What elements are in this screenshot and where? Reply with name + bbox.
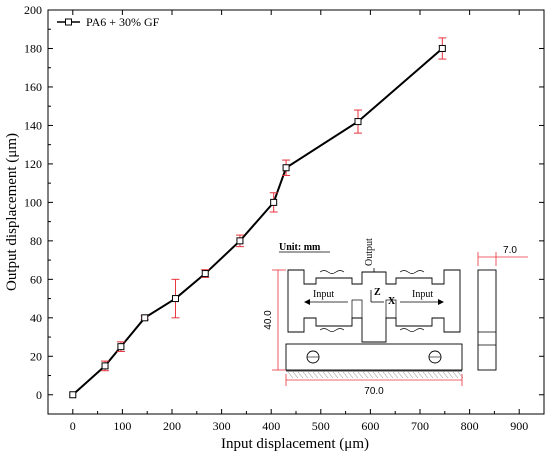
hatch-line xyxy=(407,371,414,379)
hatch-line xyxy=(327,371,334,379)
hatch-line xyxy=(372,371,379,379)
hatch-line xyxy=(347,371,354,379)
hatch-line xyxy=(402,371,409,379)
dimension-lines xyxy=(272,252,528,386)
y-tick-label: 200 xyxy=(24,3,42,17)
inset-drawing: Unit: mm Output Input Input xyxy=(263,238,528,397)
hatch-line xyxy=(377,371,384,379)
hatch-line xyxy=(317,371,324,379)
ground-hatching xyxy=(287,371,464,379)
x-tick-label: 300 xyxy=(213,419,231,433)
x-tick-label: 900 xyxy=(510,419,528,433)
dim-height-label: 40.0 xyxy=(263,310,274,330)
y-tick-label: 60 xyxy=(30,272,42,286)
hatch-line xyxy=(312,371,319,379)
hatch-line xyxy=(302,371,309,379)
y-tick-label: 160 xyxy=(24,80,42,94)
hatch-line xyxy=(447,371,454,379)
x-tick-label: 400 xyxy=(262,419,280,433)
hatch-line xyxy=(382,371,389,379)
data-point-marker xyxy=(141,314,149,322)
hatch-line xyxy=(367,371,374,379)
inset-input-right: Input xyxy=(412,289,433,300)
x-tick-label: 200 xyxy=(163,419,181,433)
x-axis-title: Input displacement (μm) xyxy=(221,436,369,452)
mechanism-hinges xyxy=(319,270,425,332)
y-tick-label: 120 xyxy=(24,157,42,171)
hatch-line xyxy=(362,371,369,379)
data-point-marker xyxy=(201,270,209,278)
data-point-marker xyxy=(101,362,109,370)
hatch-line xyxy=(352,371,359,379)
x-tick-label: 800 xyxy=(461,419,479,433)
legend-label: PA6 + 30% GF xyxy=(86,15,160,29)
hatch-line xyxy=(397,371,404,379)
y-tick-label: 0 xyxy=(36,388,42,402)
data-point-marker xyxy=(438,44,446,52)
y-tick-label: 180 xyxy=(24,41,42,55)
data-point-marker xyxy=(171,295,179,303)
tick-labels: 0 100 200 300 400 500 600 700 800 900 0 20 40 60 80 100… xyxy=(24,3,528,433)
legend: PA6 + 30% GF xyxy=(57,15,160,29)
x-tick-label: 100 xyxy=(113,419,131,433)
x-tick-label: 0 xyxy=(70,419,76,433)
hatch-line xyxy=(412,371,419,379)
hatch-line xyxy=(427,371,434,379)
dim-width-label: 70.0 xyxy=(364,386,384,397)
inset-unit-label: Unit: mm xyxy=(279,242,321,253)
data-point-marker xyxy=(117,343,125,351)
data-point-marker xyxy=(236,237,244,245)
hatch-line xyxy=(387,371,394,379)
hatch-line xyxy=(292,371,299,379)
y-tick-label: 80 xyxy=(30,234,42,248)
hatch-line xyxy=(307,371,314,379)
inset-input-left: Input xyxy=(313,289,334,300)
data-point-marker xyxy=(354,118,362,126)
input-right-arrowhead xyxy=(438,299,444,305)
input-left-arrowhead xyxy=(304,299,310,305)
y-tick-label: 140 xyxy=(24,118,42,132)
coord-x-label: X xyxy=(388,296,396,307)
hatch-line xyxy=(357,371,364,379)
hatch-line xyxy=(332,371,339,379)
data-point-marker xyxy=(282,164,290,172)
hatch-line xyxy=(452,371,459,379)
hatch-line xyxy=(422,371,429,379)
side-view xyxy=(477,269,497,371)
x-tick-label: 500 xyxy=(312,419,330,433)
hatch-line xyxy=(297,371,304,379)
y-axis-title: Output displacement (μm) xyxy=(4,133,20,291)
x-tick-label: 600 xyxy=(361,419,379,433)
hatch-line xyxy=(437,371,444,379)
inset-output-label: Output xyxy=(364,238,375,266)
hatch-line xyxy=(337,371,344,379)
dim-thickness-label: 7.0 xyxy=(503,245,517,256)
y-tick-label: 20 xyxy=(30,349,42,363)
hatch-line xyxy=(432,371,439,379)
hatch-line xyxy=(322,371,329,379)
data-point-marker xyxy=(270,198,278,206)
legend-marker xyxy=(65,18,72,26)
coord-z-label: Z xyxy=(374,287,381,298)
hatch-line xyxy=(417,371,424,379)
hatch-line xyxy=(392,371,399,379)
hatch-line xyxy=(342,371,349,379)
series-line xyxy=(72,47,443,396)
hatch-line xyxy=(442,371,449,379)
y-tick-label: 40 xyxy=(30,311,42,325)
x-tick-label: 700 xyxy=(411,419,429,433)
y-tick-label: 100 xyxy=(24,195,42,209)
series-layer xyxy=(69,37,447,399)
data-point-marker xyxy=(69,391,77,399)
hatch-line xyxy=(287,371,294,379)
axis-ticks xyxy=(48,9,544,414)
